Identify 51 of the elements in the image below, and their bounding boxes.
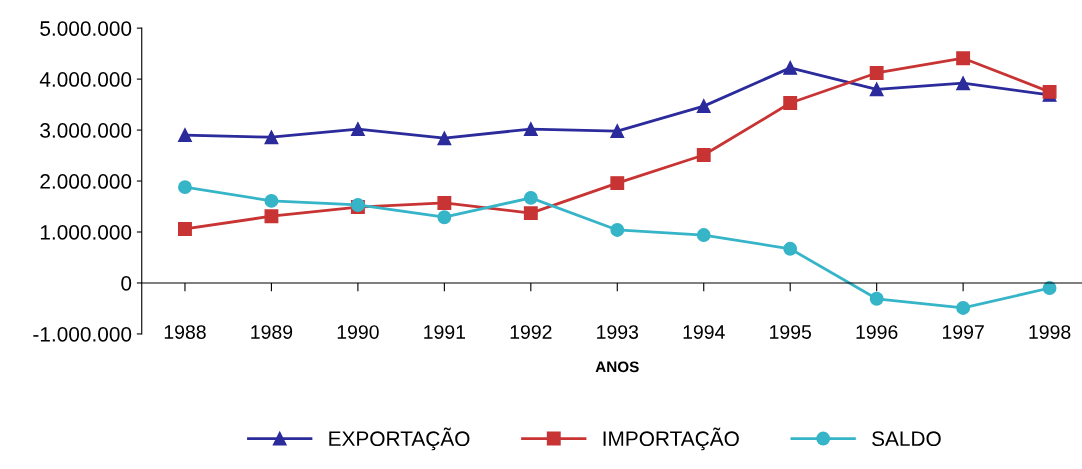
point [610,124,625,139]
point [956,300,971,315]
y-tick-label: 4.000.000 [39,72,132,87]
x-tick-label: 1991 [424,325,466,339]
y-tick-label: -1.000.000 [33,326,132,342]
point [437,131,452,146]
x-tick-label: 1995 [770,325,812,339]
point [523,206,538,221]
x-tick-label: 1989 [251,325,293,339]
point [696,148,711,162]
y-tick-label: 3.000.000 [40,123,132,138]
point [869,82,884,97]
point [696,228,711,243]
x-tick-label: 1993 [597,325,639,339]
point [437,210,452,225]
legend-label: IMPORTAÇÃO [603,427,739,451]
point [783,96,798,111]
point [696,99,711,114]
y-tick-label: 0 [121,275,132,291]
y-tick-label: 1.000.000 [40,225,132,240]
point [610,176,625,191]
point [783,241,798,256]
point [264,130,279,145]
point [523,190,538,205]
x-tick-label: 1992 [510,325,552,339]
point [869,66,884,80]
y-tick-label: 2.000.000 [40,174,132,189]
x-tick-label: 1996 [856,325,898,339]
point [437,196,452,210]
point [178,180,192,195]
point [350,122,365,136]
point [178,128,192,143]
y-tick-label: 5.000.000 [40,21,132,36]
x-tick-label: 1988 [164,325,206,339]
point [610,223,625,237]
x-tick-label: 1997 [942,325,984,339]
point [264,193,279,208]
legend-label: SALDO [872,431,941,447]
point [956,76,971,91]
x-tick-label: 1990 [337,325,379,339]
point [956,51,971,66]
legend-label: EXPORTAÇÃO [329,427,470,451]
point [178,221,192,236]
point [1042,281,1057,296]
x-tick-label: 1994 [683,325,725,339]
point [783,60,798,75]
x-tick-label: 1998 [1029,325,1071,339]
x-axis-title: ANOS [595,361,639,373]
point [523,122,538,136]
point [264,209,279,224]
point [869,291,884,306]
